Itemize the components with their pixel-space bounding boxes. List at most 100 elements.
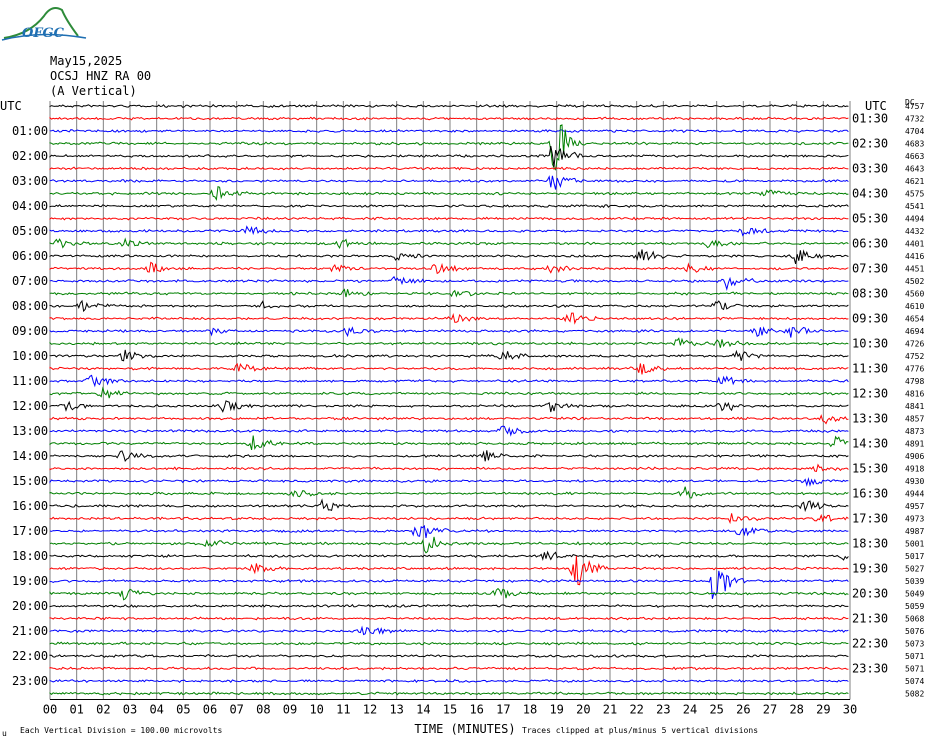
trace-row-37 <box>49 555 849 586</box>
x-tick-label: 09 <box>283 703 297 717</box>
dc-header-label: DC <box>905 98 915 107</box>
dc-offset-label: 5039 <box>905 577 924 586</box>
right-hour-label: 06:30 <box>852 237 888 251</box>
trace-row-31 <box>49 486 849 499</box>
x-tick-label: 06 <box>203 703 217 717</box>
x-tick-label: 23 <box>656 703 670 717</box>
dc-offset-label: 4757 <box>905 102 924 111</box>
x-tick-label: 20 <box>576 703 590 717</box>
left-hour-label: 15:00 <box>12 474 48 488</box>
trace-row-24 <box>49 400 849 413</box>
right-hour-label: 21:30 <box>852 612 888 626</box>
right-hour-label: 10:30 <box>852 337 888 351</box>
dc-offset-label: 5049 <box>905 590 924 599</box>
dc-offset-label: 4732 <box>905 115 924 124</box>
right-hour-label: 05:30 <box>852 212 888 226</box>
left-hour-label: 20:00 <box>12 599 48 613</box>
dc-offset-label: 5074 <box>905 677 924 686</box>
dc-offset-label: 5082 <box>905 690 924 699</box>
right-hour-label: 22:30 <box>852 637 888 651</box>
trace-row-10 <box>49 225 849 237</box>
trace-row-20 <box>49 349 849 362</box>
trace-row-27 <box>49 435 849 451</box>
left-hour-label: 05:00 <box>12 224 48 238</box>
scale-note: Each Vertical Division = 100.00 microvol… <box>20 726 222 735</box>
trace-row-46 <box>49 678 849 684</box>
logo-mountain-icon <box>1 7 87 41</box>
component-label: (A Vertical) <box>50 84 137 98</box>
left-hour-label: 07:00 <box>12 274 48 288</box>
right-hour-label: 01:30 <box>852 112 888 126</box>
x-tick-label: 12 <box>363 703 377 717</box>
right-hour-label: 16:30 <box>852 487 888 501</box>
trace-row-16 <box>49 299 849 313</box>
left-hour-label: 17:00 <box>12 524 48 538</box>
dc-offset-label: 4957 <box>905 502 924 511</box>
trace-row-2 <box>49 128 849 133</box>
right-hour-label: 12:30 <box>852 387 888 401</box>
trace-row-3 <box>49 124 849 171</box>
right-hour-label: 03:30 <box>852 162 888 176</box>
x-tick-label: 29 <box>816 703 830 717</box>
dc-offset-label: 4432 <box>905 227 924 236</box>
dc-offset-label: 5071 <box>905 652 924 661</box>
dc-offset-label: 4906 <box>905 452 924 461</box>
right-hour-label: 08:30 <box>852 287 888 301</box>
trace-row-36 <box>49 550 849 562</box>
left-hour-label: 18:00 <box>12 549 48 563</box>
x-tick-label: 00 <box>43 703 57 717</box>
left-hour-label: 19:00 <box>12 574 48 588</box>
x-tick-label: 02 <box>96 703 110 717</box>
dc-offset-label: 5076 <box>905 627 924 636</box>
x-tick-label: 13 <box>389 703 403 717</box>
dc-offset-label: 4654 <box>905 315 924 324</box>
dc-offset-label: 5001 <box>905 540 924 549</box>
left-hour-label: 06:00 <box>12 249 48 263</box>
dc-offset-label: 4841 <box>905 402 924 411</box>
station-code: OCSJ HNZ RA 00 <box>50 69 152 83</box>
right-hour-label: 23:30 <box>852 662 888 676</box>
plot-date: May15,2025 <box>50 54 123 68</box>
left-hour-label: 16:00 <box>12 499 48 513</box>
dc-offset-label: 4704 <box>905 127 924 136</box>
dc-offset-label: 4663 <box>905 152 924 161</box>
left-hour-label: 11:00 <box>12 374 48 388</box>
trace-row-11 <box>49 237 849 250</box>
dc-offset-label: 4621 <box>905 177 924 186</box>
x-tick-label: 22 <box>629 703 643 717</box>
left-hour-label: 22:00 <box>12 649 48 663</box>
trace-row-5 <box>49 166 849 171</box>
dc-offset-label: 4610 <box>905 302 924 311</box>
dc-offset-label: 4694 <box>905 327 924 336</box>
trace-row-43 <box>49 641 849 646</box>
trace-row-19 <box>49 337 849 348</box>
dc-offset-label: 4502 <box>905 277 924 286</box>
dc-offset-label: 5059 <box>905 602 924 611</box>
x-tick-label: 16 <box>469 703 483 717</box>
x-tick-label: 07 <box>229 703 243 717</box>
dc-offset-label: 4752 <box>905 352 924 361</box>
trace-row-1 <box>49 116 849 121</box>
right-hour-label: 20:30 <box>852 587 888 601</box>
dc-offset-label: 5068 <box>905 615 924 624</box>
trace-row-21 <box>49 362 849 375</box>
trace-row-6 <box>49 175 849 190</box>
x-tick-label: 11 <box>336 703 350 717</box>
trace-row-12 <box>49 249 849 265</box>
dc-offset-label: 4643 <box>905 165 924 174</box>
trace-row-9 <box>49 216 849 221</box>
left-hour-label: 12:00 <box>12 399 48 413</box>
trace-row-7 <box>49 186 849 202</box>
x-tick-label: 10 <box>309 703 323 717</box>
trace-row-33 <box>49 513 849 525</box>
trace-row-39 <box>49 587 849 601</box>
trace-row-42 <box>49 625 849 636</box>
x-tick-label: 30 <box>843 703 857 717</box>
trace-row-34 <box>49 524 849 538</box>
logo-text: OFGC <box>22 26 65 41</box>
trace-row-32 <box>49 498 849 513</box>
right-hour-label: 11:30 <box>852 362 888 376</box>
trace-row-35 <box>49 536 849 554</box>
left-hour-label: 14:00 <box>12 449 48 463</box>
